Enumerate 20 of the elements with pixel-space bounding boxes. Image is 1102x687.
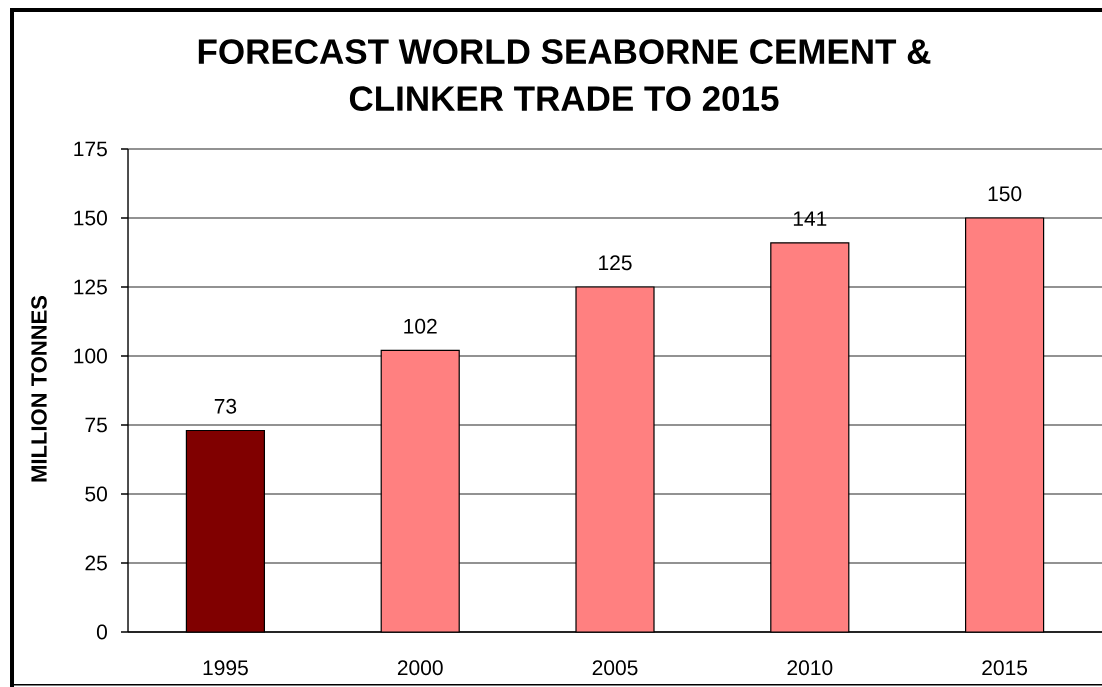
y-tick-label: 125 (74, 279, 107, 295)
data-label: 73 (214, 398, 237, 414)
x-tick-label: 2005 (592, 660, 638, 676)
y-tick-label: 100 (74, 348, 107, 364)
y-tick-label: 75 (85, 417, 107, 433)
x-tick-label: 2015 (982, 660, 1028, 676)
y-tick-label: 0 (96, 624, 107, 640)
y-tick-label: 150 (74, 210, 107, 226)
x-tick-label: 2000 (397, 660, 443, 676)
data-label: 102 (404, 318, 437, 334)
y-tick-label: 175 (74, 141, 107, 157)
y-axis-title: MILLION TONNES (31, 295, 47, 482)
y-tick-label: 50 (85, 486, 107, 502)
x-tick-label: 1995 (203, 660, 248, 676)
x-tick-label: 2010 (787, 660, 833, 676)
data-label: 150 (988, 186, 1022, 202)
data-label: 141 (793, 211, 827, 226)
y-tick-label: 25 (85, 555, 107, 571)
data-label: 125 (599, 255, 632, 271)
chart-title: FORECAST WORLD SEABORNE CEMENT & CLINKER TRADE TO 2015 (198, 39, 931, 111)
